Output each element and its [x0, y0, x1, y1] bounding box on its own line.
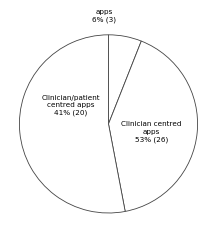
Wedge shape: [19, 36, 125, 213]
Wedge shape: [108, 36, 141, 124]
Wedge shape: [108, 42, 198, 212]
Text: apps
6% (3): apps 6% (3): [92, 9, 116, 23]
Text: Clinician centred
apps
53% (26): Clinician centred apps 53% (26): [121, 121, 181, 142]
Text: Clinician/patient
centred apps
41% (20): Clinician/patient centred apps 41% (20): [42, 94, 100, 116]
